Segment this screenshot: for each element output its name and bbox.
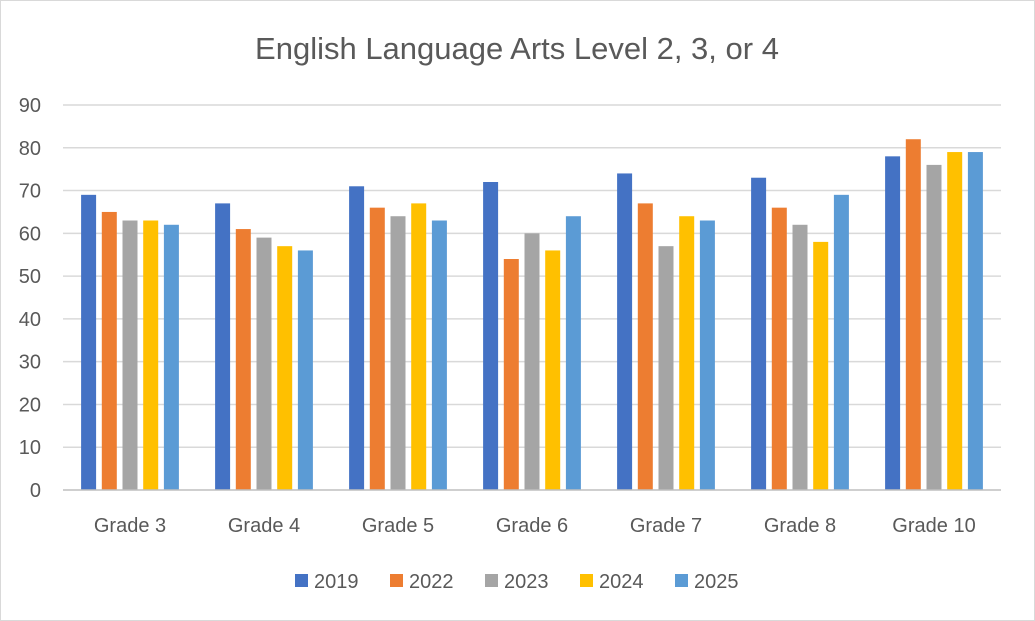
bar-2023-grade-6 xyxy=(524,233,540,491)
bar-2025-grade-7 xyxy=(699,220,715,490)
bar-2025-grade-4 xyxy=(297,250,313,490)
bar-2022-grade-7 xyxy=(637,203,653,490)
bar-2025-grade-8 xyxy=(833,194,849,491)
bar-2023-grade-7 xyxy=(658,246,674,490)
bar-2022-grade-5 xyxy=(369,207,385,490)
bar-2022-grade-10 xyxy=(905,139,921,490)
y-tick-label: 0 xyxy=(30,480,41,502)
bar-2019-grade-5 xyxy=(349,186,365,490)
x-category-label: Grade 3 xyxy=(94,515,166,537)
y-tick-label: 80 xyxy=(19,138,41,160)
y-tick-label: 30 xyxy=(19,352,41,374)
y-tick-label: 40 xyxy=(19,309,41,331)
bar-2024-grade-3 xyxy=(143,220,159,490)
y-tick-label: 50 xyxy=(19,266,41,288)
legend-label: 2023 xyxy=(504,571,549,593)
y-tick-label: 60 xyxy=(19,223,41,245)
bar-2024-grade-10 xyxy=(947,152,963,491)
bar-2025-grade-5 xyxy=(431,220,447,490)
bars xyxy=(81,139,983,491)
bar-2023-grade-10 xyxy=(926,164,942,490)
bar-2019-grade-4 xyxy=(215,203,231,490)
x-category-label: Grade 7 xyxy=(630,515,702,537)
legend-label: 2024 xyxy=(599,571,644,593)
legend-label: 2019 xyxy=(314,571,359,593)
bar-2022-grade-8 xyxy=(771,207,787,490)
bar-2022-grade-6 xyxy=(503,259,519,490)
bar-2024-grade-7 xyxy=(679,216,695,490)
bar-2023-grade-8 xyxy=(792,224,808,490)
bar-2019-grade-6 xyxy=(483,182,499,490)
bar-2019-grade-7 xyxy=(617,173,633,490)
legend-swatch-2024 xyxy=(580,574,593,587)
bar-2019-grade-3 xyxy=(81,194,97,491)
x-category-label: Grade 8 xyxy=(764,515,836,537)
x-category-label: Grade 4 xyxy=(228,515,300,537)
bar-2025-grade-3 xyxy=(163,224,179,490)
y-tick-label: 10 xyxy=(19,437,41,459)
bar-2024-grade-4 xyxy=(277,246,293,490)
x-category-label: Grade 6 xyxy=(496,515,568,537)
y-tick-label: 20 xyxy=(19,394,41,416)
legend-swatch-2023 xyxy=(485,574,498,587)
legend-swatch-2025 xyxy=(675,574,688,587)
bar-2023-grade-4 xyxy=(256,237,272,490)
bar-2024-grade-5 xyxy=(411,203,427,490)
chart-title: English Language Arts Level 2, 3, or 4 xyxy=(255,31,779,66)
bar-2019-grade-8 xyxy=(751,177,767,490)
legend-label: 2022 xyxy=(409,571,454,593)
x-category-label: Grade 5 xyxy=(362,515,434,537)
bar-2019-grade-10 xyxy=(885,156,901,491)
legend-swatch-2022 xyxy=(390,574,403,587)
y-tick-label: 70 xyxy=(19,181,41,203)
bar-2024-grade-8 xyxy=(813,241,829,490)
y-tick-label: 90 xyxy=(19,95,41,117)
x-category-label: Grade 10 xyxy=(892,515,975,537)
legend: 2019 2022 2023 2024 2025 xyxy=(295,571,739,593)
legend-swatch-2019 xyxy=(295,574,308,587)
bar-2023-grade-3 xyxy=(122,220,138,490)
bar-2022-grade-4 xyxy=(235,229,251,491)
bar-2024-grade-6 xyxy=(545,250,561,490)
bar-2022-grade-3 xyxy=(101,211,117,490)
legend-label: 2025 xyxy=(694,571,739,593)
bar-2025-grade-10 xyxy=(967,152,983,491)
y-axis-ticks: 0 10 20 30 40 50 60 70 80 90 xyxy=(19,95,41,502)
bar-2025-grade-6 xyxy=(565,216,581,490)
bar-2023-grade-5 xyxy=(390,216,406,490)
x-axis-categories: Grade 3 Grade 4 Grade 5 Grade 6 Grade 7 Grade… xyxy=(94,515,976,537)
